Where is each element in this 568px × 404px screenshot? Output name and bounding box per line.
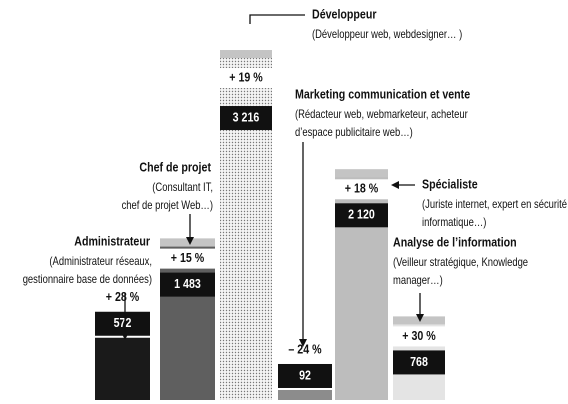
- bar: [278, 389, 332, 400]
- category-description: (Juriste internet, expert en sécurité: [422, 198, 567, 211]
- category-description: gestionnaire base de données): [23, 273, 152, 286]
- bar: [220, 50, 272, 400]
- category-description: chef de projet Web…): [122, 199, 213, 212]
- bar-cap: [393, 316, 445, 325]
- category-description: (Développeur web, webdesigner… ): [312, 28, 462, 41]
- connector: [249, 14, 305, 24]
- category-description: (Administrateur réseaux,: [49, 255, 152, 268]
- bar: [95, 337, 150, 400]
- category-name: Analyse de l’information: [393, 234, 517, 249]
- bar-cap: [335, 169, 388, 178]
- value-box: [393, 350, 445, 375]
- change-label: + 15 %: [171, 250, 205, 265]
- change-label: + 18 %: [345, 181, 379, 196]
- category-name: Développeur: [312, 6, 377, 21]
- change-label: + 28 %: [106, 289, 140, 304]
- change-box: [220, 68, 272, 89]
- change-label: + 30 %: [402, 328, 436, 343]
- value-box: [278, 363, 332, 388]
- category-name: Marketing communication et vente: [295, 86, 471, 101]
- category-description: manager…): [393, 274, 443, 287]
- change-box: [95, 287, 150, 308]
- category-description: (Rédacteur web, webmarketeur, acheteur: [295, 108, 468, 121]
- value-label: 92: [299, 367, 311, 382]
- value-box: [220, 106, 272, 131]
- category-name: Spécialiste: [422, 176, 478, 191]
- category-description: informatique…): [422, 216, 486, 229]
- change-box: [278, 339, 332, 360]
- value-label: 1 483: [174, 276, 201, 291]
- category-description: d’espace publicitaire web…): [295, 126, 413, 139]
- value-label: 768: [410, 354, 428, 369]
- category-description: (Consultant IT,: [152, 181, 213, 194]
- value-label: 2 120: [348, 207, 375, 222]
- category-description: (Veilleur stratégique, Knowledge: [393, 256, 528, 269]
- bar-cap: [160, 238, 215, 247]
- change-box: [335, 179, 388, 200]
- value-box: [95, 311, 150, 336]
- bar-cap: [220, 50, 272, 59]
- change-label: + 19 %: [229, 69, 263, 84]
- change-box: [160, 248, 215, 269]
- value-box: [160, 272, 215, 297]
- change-label: – 24 %: [288, 341, 322, 356]
- value-box: [335, 203, 388, 228]
- category-name: Administrateur: [74, 233, 150, 248]
- value-label: 572: [114, 315, 132, 330]
- category-name: Chef de projet: [139, 159, 211, 174]
- change-box: [393, 326, 445, 347]
- value-label: 3 216: [233, 109, 260, 124]
